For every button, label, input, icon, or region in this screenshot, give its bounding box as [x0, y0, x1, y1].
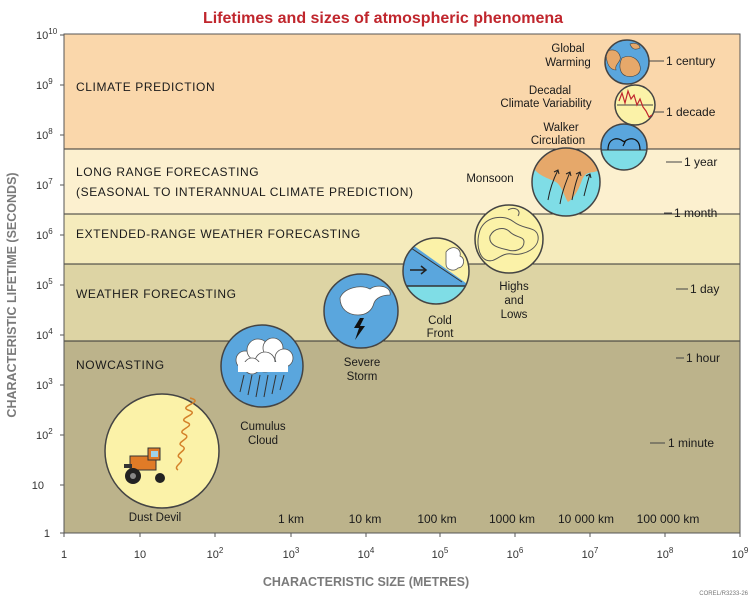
time-label: 1 century	[666, 54, 715, 68]
lightning-icon	[354, 318, 365, 340]
phenomenon-label-cold-front: Cold Front	[427, 315, 455, 340]
x-tick-label: 105	[432, 546, 449, 561]
size-label: 1 km	[278, 512, 304, 526]
isobar-icon	[477, 207, 539, 262]
globe-icon	[605, 42, 641, 77]
global-warming-illustration	[604, 39, 650, 85]
y-tick-label: 1010	[36, 27, 58, 42]
band-label-weather-forecasting: WEATHER FORECASTING	[76, 287, 237, 301]
y-tick-label: 102	[36, 427, 53, 442]
decadal-variability-illustration	[614, 84, 656, 126]
x-tick-label: 106	[507, 546, 524, 561]
y-tick-label: 1	[44, 528, 50, 540]
monsoon-illustration	[531, 147, 601, 217]
whirlwind-icon	[175, 397, 196, 471]
y-axis: 1 10 102 103 104 105 106 107 108 109 101…	[32, 27, 64, 540]
walker-circulation-illustration	[600, 123, 648, 171]
cold-front-illustration	[402, 237, 470, 305]
x-tick-label: 109	[732, 546, 749, 561]
x-tick-label: 108	[657, 546, 674, 561]
band-weather-forecasting	[64, 264, 740, 341]
time-labels: 1 minute 1 hour 1 day 1 month 1 year 1 d…	[645, 54, 720, 450]
time-label: 1 decade	[666, 105, 716, 119]
circulation-loop-icon	[607, 138, 641, 151]
tractor-icon	[124, 447, 165, 484]
y-axis-title: CHARACTERISTIC LIFETIME (SECONDS)	[5, 172, 19, 417]
cloud-icon	[235, 337, 294, 375]
x-axis: 1 10 102 103 104 105 106 107 108 109	[61, 533, 749, 561]
y-tick-label: 109	[36, 77, 53, 92]
time-label: 1 hour	[686, 351, 720, 365]
y-tick-label: 10	[32, 480, 44, 492]
x-axis-title: CHARACTERISTIC SIZE (METRES)	[263, 575, 469, 589]
y-tick-label: 105	[36, 277, 53, 292]
x-tick-label: 107	[582, 546, 599, 561]
cumulus-cloud-illustration	[220, 324, 304, 408]
size-label: 1000 km	[489, 512, 535, 526]
storm-cloud-icon	[339, 285, 391, 316]
time-label: 1 month	[674, 206, 717, 220]
size-label: 10 000 km	[558, 512, 614, 526]
band-labels: CLIMATE PREDICTION LONG RANGE FORECASTIN…	[76, 80, 414, 372]
x-tick-label: 1	[61, 549, 67, 561]
band-label-extended-range-forecasting: EXTENDED-RANGE WEATHER FORECASTING	[76, 227, 361, 241]
corner-code: COREL/R3233-26	[699, 591, 748, 597]
plot-frame	[63, 33, 741, 534]
band-label-seasonal-prediction: (SEASONAL TO INTERANNUAL CLIMATE PREDICT…	[76, 185, 414, 199]
x-tick-label: 104	[358, 546, 375, 561]
severe-storm-illustration	[323, 273, 399, 349]
y-tick-label: 108	[36, 127, 53, 142]
band-label-nowcasting: NOWCASTING	[76, 358, 165, 372]
band-extended-range-forecasting	[64, 214, 740, 264]
y-tick-label: 107	[36, 177, 53, 192]
phenomenon-label-monsoon: Monsoon	[466, 173, 513, 185]
band-label-climate-prediction: CLIMATE PREDICTION	[76, 80, 215, 94]
phenomenon-label-dust-devil: Dust Devil	[129, 512, 181, 524]
phenomenon-label-walker-circulation: Walker Circulation	[531, 122, 585, 147]
phenomenon-label-severe-storm: Severe Storm	[344, 357, 380, 383]
y-tick-label: 103	[36, 377, 53, 392]
y-tick-label: 104	[36, 327, 53, 342]
x-tick-label: 10	[134, 549, 146, 561]
highs-and-lows-illustration	[474, 204, 544, 274]
size-labels: 1 km 10 km 100 km 1000 km 10 000 km 100 …	[278, 512, 699, 526]
x-tick-label: 102	[207, 546, 224, 561]
y-tick-label: 106	[36, 227, 53, 242]
time-label: 1 minute	[668, 436, 714, 450]
time-label: 1 day	[690, 282, 719, 296]
dust-devil-illustration	[104, 393, 220, 509]
x-tick-label: 103	[283, 546, 300, 561]
time-series-icon	[618, 88, 653, 118]
arrow-icon	[410, 265, 428, 275]
band-label-long-range-forecasting: LONG RANGE FORECASTING	[76, 165, 259, 179]
size-label: 10 km	[349, 512, 382, 526]
phenomenon-label-decadal-climate-variability: Decadal Climate Variability	[500, 85, 591, 110]
size-label: 100 km	[417, 512, 456, 526]
phenomenon-label-global-warming: Global Warming	[545, 43, 591, 69]
diagram-title: Lifetimes and sizes of atmospheric pheno…	[203, 10, 563, 27]
time-label: 1 year	[684, 155, 717, 169]
size-label: 100 000 km	[637, 512, 700, 526]
rain-icon	[239, 374, 285, 398]
phenomenon-label-highs-and-lows: Highs and Lows	[499, 281, 529, 321]
wind-arrows-icon	[547, 169, 592, 205]
phenomenon-label-cumulus-cloud: Cumulus Cloud	[240, 421, 286, 447]
